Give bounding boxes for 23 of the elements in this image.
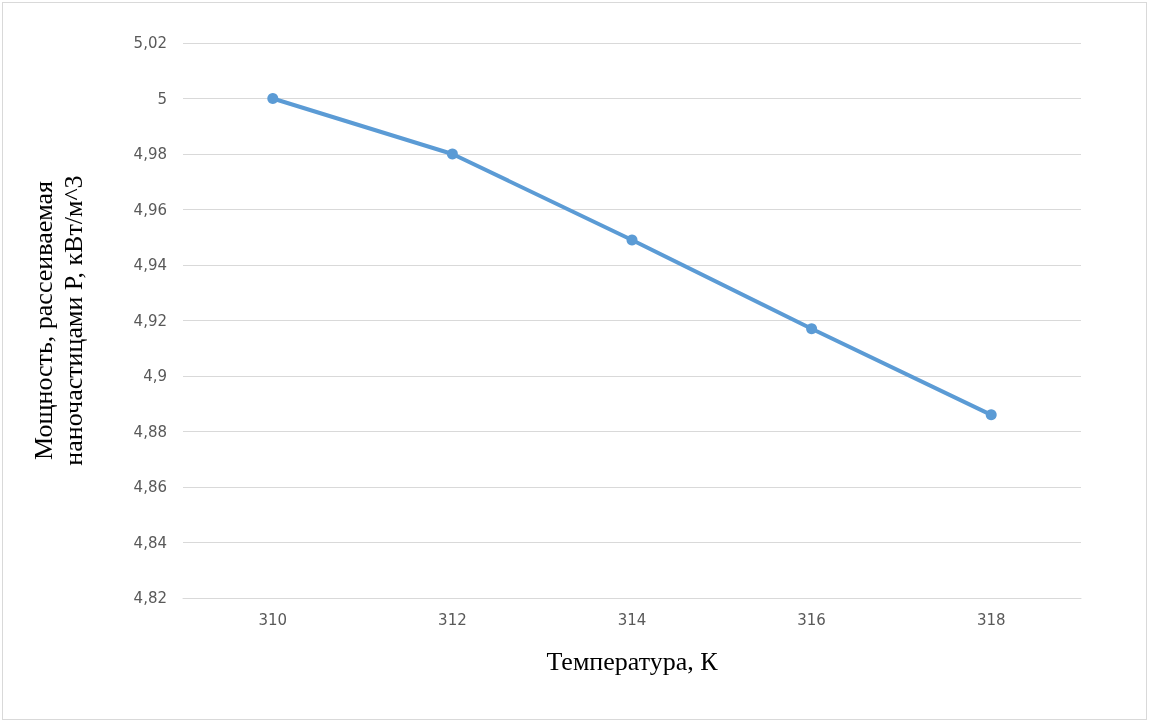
- y-tick-label: 4,82: [133, 589, 167, 607]
- point: [626, 234, 638, 246]
- y-tick-label: 4,98: [133, 145, 167, 163]
- point: [267, 93, 279, 104]
- x-tick-label: 316: [797, 610, 826, 629]
- x-tick-label: 314: [617, 610, 647, 629]
- x-tick-label: 318: [976, 610, 1006, 629]
- y-axis-title: Мощность, рассеиваемая наночастицами P, кВт/м^3: [28, 175, 88, 466]
- x-tick-label: 312: [438, 610, 467, 629]
- x-axis-title: Температура, К: [546, 646, 719, 676]
- y-tick-label: 4,86: [133, 478, 167, 496]
- y-tick-label: 4,88: [133, 422, 167, 441]
- y-tick-label: 4,84: [133, 533, 167, 552]
- x-tick-label: 310: [258, 610, 288, 629]
- point: [985, 409, 997, 421]
- y-tick-label: 5: [157, 89, 167, 108]
- y-tick-label: 4,96: [133, 200, 167, 219]
- point: [446, 148, 458, 160]
- y-tick-label: 4,92: [133, 311, 167, 330]
- y-tick-label: 5,02: [133, 34, 167, 52]
- y-tick-label: 4,94: [133, 256, 167, 274]
- point: [806, 323, 818, 335]
- y-tick-label: 4,9: [143, 367, 167, 385]
